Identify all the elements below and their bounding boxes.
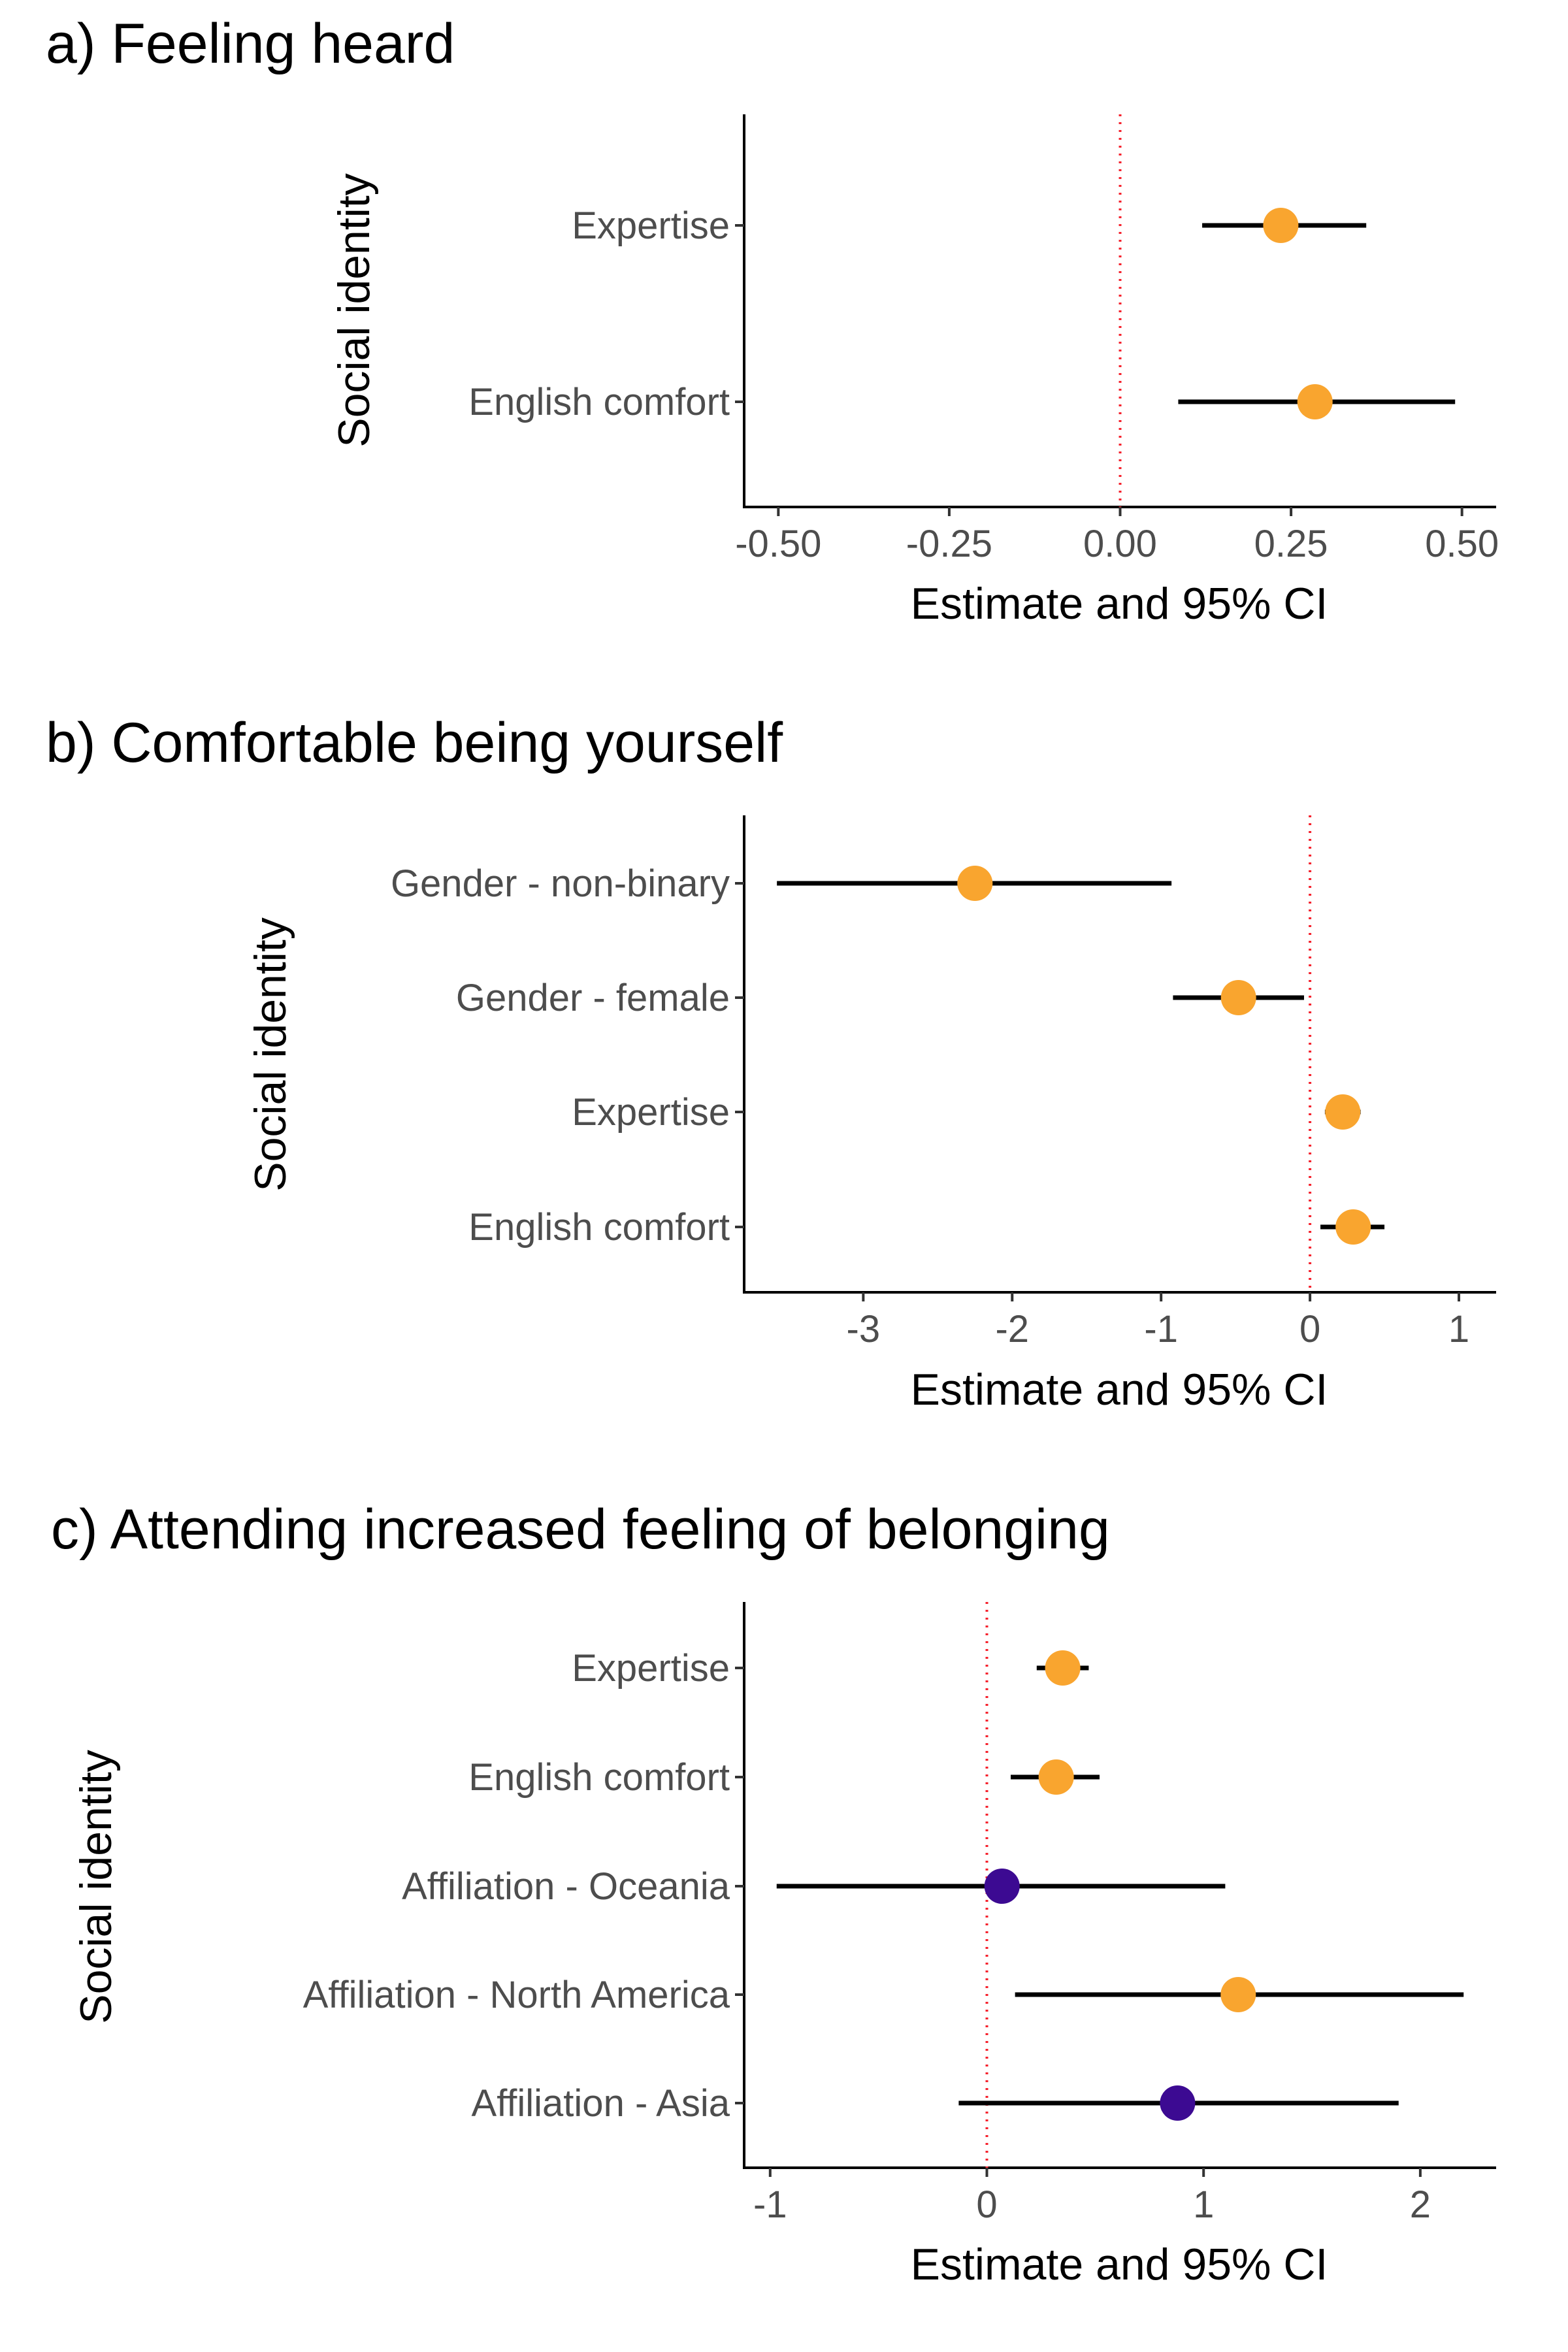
x-tick-label: -1	[753, 2183, 787, 2226]
x-tick-label: 0.00	[1083, 523, 1157, 565]
x-axis-title: Estimate and 95% CI	[911, 2240, 1328, 2289]
x-tick-label: 0.25	[1254, 523, 1328, 565]
estimate-point	[1045, 1650, 1081, 1686]
x-tick-label: 0	[1299, 1308, 1320, 1350]
panel-a-feeling-heard: a) Feeling heard Social identity Experti…	[46, 12, 1499, 629]
y-tick-label: Expertise	[572, 1091, 730, 1134]
y-tick-label: Gender - female	[456, 977, 730, 1019]
x-tick-label: 1	[1193, 2183, 1214, 2226]
panel-title: a) Feeling heard	[46, 12, 455, 75]
y-tick-label: English comfort	[468, 1756, 730, 1799]
x-tick-label: 2	[1410, 2183, 1431, 2226]
estimate-point	[1263, 208, 1299, 243]
estimate-point	[1038, 1759, 1074, 1795]
panel-title: c) Attending increased feeling of belong…	[51, 1498, 1110, 1561]
panel-c-attending-increased-belonging: c) Attending increased feeling of belong…	[51, 1498, 1496, 2289]
panel-b-comfortable-being-yourself: b) Comfortable being yourself Social ide…	[46, 711, 1496, 1414]
x-tick-label: 1	[1448, 1308, 1469, 1350]
y-tick-label: Affiliation - Oceania	[402, 1865, 730, 1908]
y-tick-label: Expertise	[572, 1647, 730, 1690]
estimate-point	[957, 866, 993, 901]
x-axis-title: Estimate and 95% CI	[911, 579, 1328, 629]
y-tick-label: Gender - non-binary	[391, 862, 730, 905]
y-tick-label: Affiliation - North America	[303, 1974, 730, 2016]
x-tick-label: -3	[847, 1308, 881, 1350]
y-tick-label: English comfort	[468, 381, 730, 423]
estimate-point	[1160, 2085, 1196, 2121]
panel-title: b) Comfortable being yourself	[46, 711, 783, 774]
y-axis-title: Social identity	[71, 1750, 121, 2024]
x-tick-label: 0	[976, 2183, 997, 2226]
x-tick-label: -0.50	[735, 523, 821, 565]
estimate-point	[1325, 1094, 1361, 1130]
x-tick-label: -2	[995, 1308, 1029, 1350]
x-axis-title: Estimate and 95% CI	[911, 1365, 1328, 1414]
estimate-point	[1297, 384, 1333, 419]
x-tick-label: -1	[1144, 1308, 1178, 1350]
y-tick-label: English comfort	[468, 1206, 730, 1249]
estimate-point	[1220, 980, 1256, 1015]
y-tick-label: Expertise	[572, 204, 730, 247]
x-tick-label: -0.25	[906, 523, 992, 565]
y-axis-title: Social identity	[329, 173, 379, 448]
x-tick-label: 0.50	[1425, 523, 1499, 565]
estimate-point	[1220, 1977, 1256, 2012]
estimate-point	[984, 1869, 1020, 1904]
y-axis-title: Social identity	[246, 917, 295, 1192]
y-tick-label: Affiliation - Asia	[472, 2082, 730, 2125]
estimate-point	[1335, 1209, 1371, 1245]
